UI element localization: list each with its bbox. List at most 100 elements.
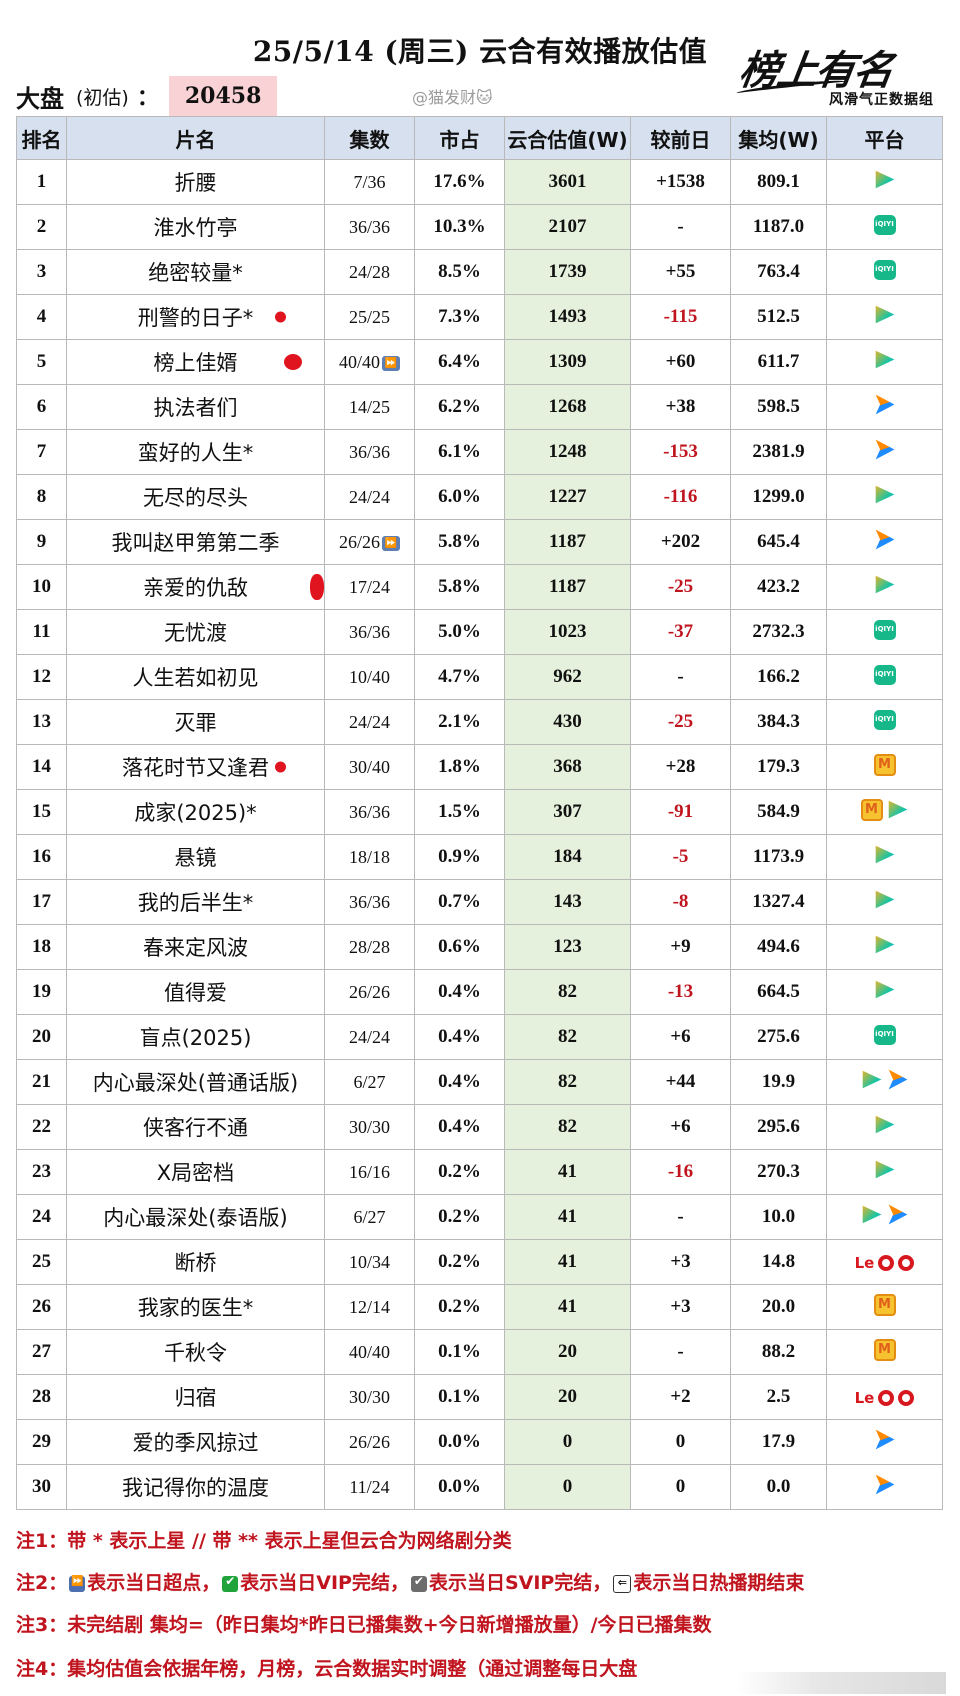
- episodes-cell: 26/26 ⏩: [324, 519, 415, 565]
- title-text: 蛮好的人生*: [137, 441, 254, 465]
- col-header-share: 市占: [414, 116, 505, 160]
- rank-cell: 27: [16, 1329, 67, 1375]
- share-cell: 0.4%: [414, 969, 505, 1015]
- average-cell: 17.9: [730, 1419, 827, 1465]
- platform-icons: [874, 484, 896, 506]
- col-header-rank: 排名: [16, 116, 67, 160]
- change-cell: -: [630, 1194, 731, 1240]
- rank-cell: 26: [16, 1284, 67, 1330]
- title-text: 折腰: [174, 171, 217, 195]
- summary-colon: ：: [136, 86, 159, 111]
- red-mark-icon: [284, 354, 302, 370]
- table-row: 22 侠客行不通 30/30 0.4% 82 +6 295.6: [16, 1104, 943, 1150]
- average-cell: 763.4: [730, 249, 827, 295]
- change-cell: -115: [630, 294, 731, 340]
- value-cell: 430: [504, 699, 631, 745]
- value-cell: 368: [504, 744, 631, 790]
- rank-cell: 29: [16, 1419, 67, 1465]
- title-cell: 灭罪: [66, 699, 325, 745]
- table-row: 3 绝密较量* 24/28 8.5% 1739 +55 763.4: [16, 249, 943, 295]
- change-cell: 0: [630, 1464, 731, 1510]
- value-cell: 1187: [504, 564, 631, 610]
- platform-icons: Le: [855, 1254, 915, 1272]
- youku-icon: [888, 1069, 908, 1090]
- change-cell: +6: [630, 1014, 731, 1060]
- share-cell: 8.5%: [414, 249, 505, 295]
- rank-cell: 24: [16, 1194, 67, 1240]
- rank-cell: 22: [16, 1104, 67, 1150]
- value-cell: 41: [504, 1284, 631, 1330]
- title-text: 我的后半生*: [137, 891, 254, 915]
- value-cell: 41: [504, 1194, 631, 1240]
- rank-cell: 23: [16, 1149, 67, 1195]
- platform-cell: [826, 879, 943, 925]
- title-cell: 悬镜: [66, 834, 325, 880]
- average-cell: 0.0: [730, 1464, 827, 1510]
- average-cell: 423.2: [730, 564, 827, 610]
- value-cell: 41: [504, 1239, 631, 1285]
- episodes-cell: 36/36: [324, 789, 415, 835]
- episodes-text: 24/24: [348, 486, 390, 507]
- table-row: 14 落花时节又逢君 30/40 1.8% 368 +28 179.3: [16, 744, 943, 790]
- episodes-cell: 11/24: [324, 1464, 415, 1510]
- title-cell: X局密档: [66, 1149, 325, 1195]
- change-cell: -13: [630, 969, 731, 1015]
- platform-icons: [874, 169, 896, 191]
- platform-cell: [826, 744, 943, 790]
- episodes-text: 36/36: [348, 801, 390, 822]
- episodes-cell: 24/24: [324, 1014, 415, 1060]
- page-title: 25/5/14 (周三) 云合有效播放估值: [252, 35, 708, 68]
- episodes-cell: 26/26: [324, 1419, 415, 1465]
- average-cell: 494.6: [730, 924, 827, 970]
- platform-icons: [873, 259, 896, 280]
- col-header-episodes: 集数: [324, 116, 415, 160]
- episodes-cell: 30/30: [324, 1374, 415, 1420]
- table-row: 19 值得爱 26/26 0.4% 82 -13 664.5: [16, 969, 943, 1015]
- episodes-cell: 28/28: [324, 924, 415, 970]
- platform-cell: [826, 294, 943, 340]
- value-cell: 143: [504, 879, 631, 925]
- platform-cell: [826, 924, 943, 970]
- episodes-text: 6/27: [353, 1206, 386, 1227]
- title-cell: 刑警的日子*: [66, 294, 325, 340]
- average-cell: 166.2: [730, 654, 827, 700]
- summary-sublabel: (初估): [76, 86, 129, 109]
- tencent-video-icon: [888, 800, 908, 819]
- title-cell: 折腰: [66, 159, 325, 205]
- platform-icons: Le: [855, 1389, 915, 1407]
- change-cell: +1538: [630, 159, 731, 205]
- value-cell: 82: [504, 1059, 631, 1105]
- iqiyi-icon: [873, 259, 896, 280]
- title-text: 淮水竹亭: [153, 216, 238, 240]
- change-cell: -5: [630, 834, 731, 880]
- title-cell: 淮水竹亭: [66, 204, 325, 250]
- title-text: 悬镜: [174, 846, 217, 870]
- tencent-video-icon: [862, 1205, 882, 1224]
- share-cell: 6.4%: [414, 339, 505, 385]
- episodes-text: 26/26: [348, 981, 390, 1002]
- episodes-cell: 18/18: [324, 834, 415, 880]
- change-cell: -8: [630, 879, 731, 925]
- platform-icons: [874, 934, 896, 956]
- tencent-video-icon: [875, 305, 895, 324]
- change-cell: -153: [630, 429, 731, 475]
- episodes-cell: 40/40: [324, 1329, 415, 1375]
- value-cell: 2107: [504, 204, 631, 250]
- platform-cell: [826, 1014, 943, 1060]
- title-cell: 蛮好的人生*: [66, 429, 325, 475]
- title-text: 榜上佳婿: [153, 351, 238, 375]
- episodes-cell: 24/24: [324, 474, 415, 520]
- rank-cell: 18: [16, 924, 67, 970]
- title-cell: 千秋令: [66, 1329, 325, 1375]
- episodes-cell: 26/26: [324, 969, 415, 1015]
- table-row: 4 刑警的日子* 25/25 7.3% 1493 -115 512.5: [16, 294, 943, 340]
- average-cell: 1327.4: [730, 879, 827, 925]
- title-cell: 我叫赵甲第第二季: [66, 519, 325, 565]
- platform-cell: [826, 249, 943, 295]
- episodes-text: 6/27: [353, 1071, 386, 1092]
- col-header-title: 片名: [66, 116, 325, 160]
- change-cell: +38: [630, 384, 731, 430]
- share-cell: 0.0%: [414, 1419, 505, 1465]
- average-cell: 664.5: [730, 969, 827, 1015]
- rank-cell: 15: [16, 789, 67, 835]
